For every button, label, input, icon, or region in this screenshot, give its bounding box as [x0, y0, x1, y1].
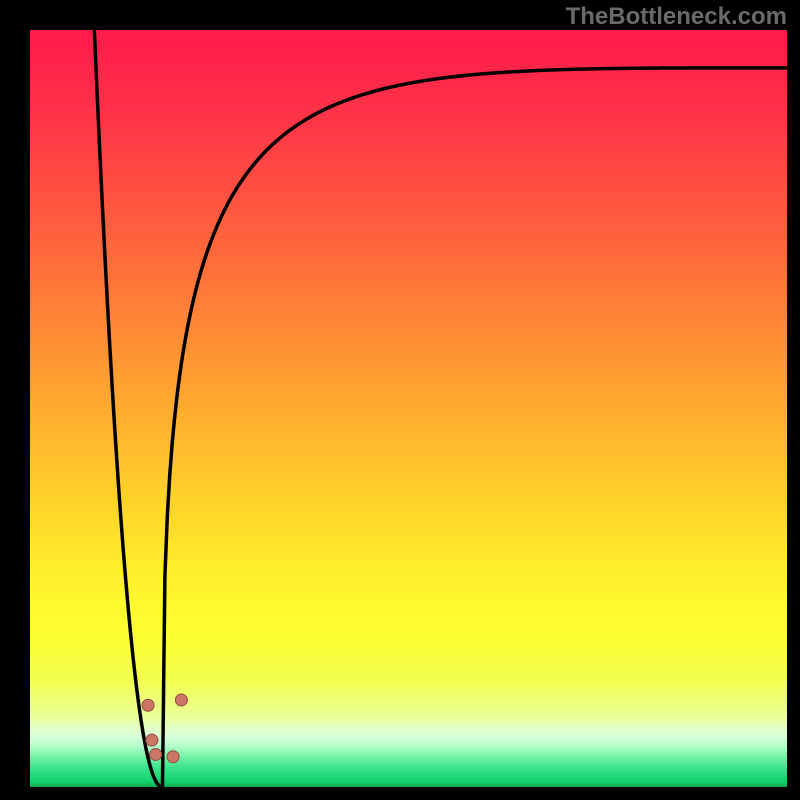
chart-container: TheBottleneck.com [0, 0, 800, 800]
data-point-marker [146, 734, 158, 746]
data-point-marker [167, 751, 179, 763]
gradient-background [30, 30, 787, 787]
data-point-marker [142, 699, 154, 711]
data-point-marker [175, 694, 187, 706]
plot-svg [30, 30, 787, 787]
watermark-text: TheBottleneck.com [566, 3, 787, 31]
data-point-marker [150, 748, 162, 760]
plot-area [30, 30, 787, 787]
